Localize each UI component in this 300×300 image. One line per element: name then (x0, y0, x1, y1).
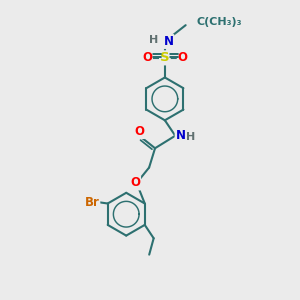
Text: O: O (178, 51, 188, 64)
Text: N: N (164, 35, 173, 48)
Text: S: S (160, 51, 170, 64)
Text: =: = (151, 48, 163, 63)
Text: N: N (176, 129, 186, 142)
Text: O: O (134, 125, 144, 138)
Text: H: H (186, 132, 195, 142)
Text: C(CH₃)₃: C(CH₃)₃ (196, 17, 242, 27)
Text: H: H (149, 35, 158, 45)
Text: Br: Br (85, 196, 99, 208)
Text: =: = (167, 48, 179, 63)
Text: O: O (142, 51, 152, 64)
Text: O: O (130, 176, 140, 190)
